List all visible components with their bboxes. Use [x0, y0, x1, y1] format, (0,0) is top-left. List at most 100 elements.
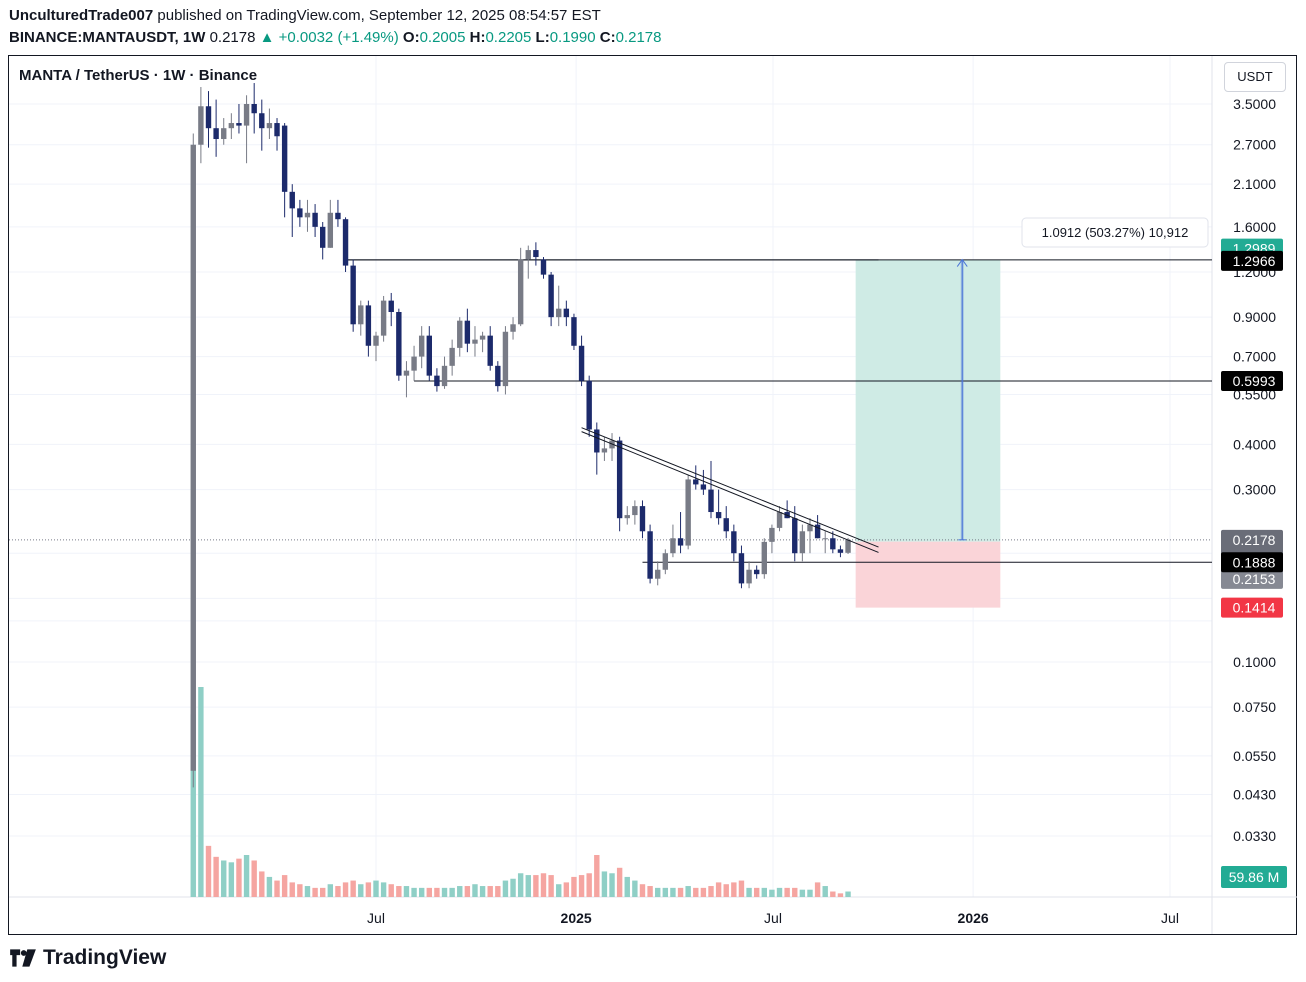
candle-body [441, 365, 448, 387]
volume-bar [578, 875, 585, 897]
price-label-level: 0.5993 [1221, 370, 1283, 391]
candle-body [388, 300, 394, 313]
volume-bar [746, 887, 752, 897]
volume-bar [380, 882, 387, 897]
volume-bar [586, 873, 592, 897]
volume-bar [731, 882, 737, 897]
volume-label-bg [1221, 866, 1287, 888]
volume-bar [441, 887, 448, 897]
candle-body [563, 308, 570, 318]
grid-lines [9, 56, 1297, 934]
price-label-bg [1221, 568, 1283, 589]
chart-frame [8, 55, 1297, 935]
low-key: L: [535, 29, 550, 46]
author-name[interactable]: UnculturedTrade007 [9, 7, 154, 24]
candle-body [228, 123, 235, 129]
candle-body [533, 250, 539, 258]
price-tick-label: 0.4000 [1233, 436, 1276, 452]
price-label-stop: 0.1414 [1221, 597, 1283, 618]
volume-bar [715, 882, 722, 897]
volume-label-text: 59.86 M [1229, 869, 1280, 885]
volume-bar [464, 886, 471, 897]
candle-body [274, 123, 280, 137]
volume-bar [594, 855, 600, 897]
symbol-label: BINANCE:MANTAUSDT, 1W [9, 29, 206, 46]
volume-bar [449, 887, 455, 897]
publish-line: UnculturedTrade007 published on TradingV… [9, 7, 601, 24]
price-label-bg [1221, 552, 1283, 573]
volume-bar [243, 855, 250, 897]
volume-bar [647, 886, 653, 897]
price-label-bg [1221, 370, 1283, 391]
volume-bar [487, 886, 493, 897]
candle-body [814, 524, 821, 539]
candle-body [205, 106, 212, 129]
trendlines [581, 427, 879, 553]
candle-body [677, 538, 684, 546]
candle-body [243, 104, 250, 126]
time-tick-label: 2025 [561, 910, 592, 926]
volume-bar [388, 884, 394, 897]
candle-body [525, 250, 531, 260]
volume-bar [472, 884, 478, 897]
candle-body [380, 300, 387, 336]
high-value: 0.2205 [485, 29, 532, 46]
candle-body [457, 320, 463, 348]
volume-bar [616, 867, 623, 897]
horizontal-levels [9, 259, 1212, 563]
volume-bar [632, 880, 638, 897]
volume-bar [677, 887, 684, 897]
price-label-text: 0.1888 [1233, 554, 1276, 570]
open-key: O: [402, 29, 420, 46]
price-tick-label: 0.0550 [1233, 748, 1276, 764]
tradingview-icon [10, 949, 36, 967]
volume-bar [723, 884, 729, 897]
high-key: H: [469, 29, 486, 46]
volume-bar [327, 884, 334, 897]
close-key: C: [599, 29, 616, 46]
price-label-entry: 0.2153 [1221, 568, 1283, 589]
volume-bar [228, 862, 235, 897]
candle-body [662, 553, 669, 570]
candle-body [373, 335, 379, 346]
candle-body [259, 113, 265, 129]
currency-button[interactable]: USDT [1224, 62, 1286, 92]
volume-bar [822, 886, 828, 897]
price-label-text: 1.2966 [1233, 253, 1276, 269]
candle-body [396, 312, 402, 376]
candle-body [266, 123, 273, 129]
volume-bar [670, 887, 676, 897]
candle-body [708, 489, 714, 513]
price-tick-label: 3.5000 [1233, 96, 1276, 112]
low-value: 0.1990 [549, 29, 596, 46]
ohlc-line: BINANCE:MANTAUSDT, 1W 0.2178 ▲ +0.0032 (… [9, 29, 661, 46]
candle-body [335, 212, 341, 220]
price-label-bg [1221, 597, 1283, 618]
chart-title: MANTA / TetherUS · 1W · Binance [19, 67, 258, 84]
price-chart[interactable]: 1.0912 (503.27%) 10,912 3.5000 2.7000 2.10… [9, 56, 1297, 934]
candle-body [753, 569, 760, 575]
candle-body [479, 335, 486, 340]
volume-bar [662, 887, 669, 897]
price-tick-label: 0.0430 [1233, 786, 1276, 802]
candle-body [487, 335, 493, 366]
volume-label: 59.86 M [1221, 866, 1287, 888]
candle-body [213, 128, 219, 140]
volume-bar [830, 891, 836, 897]
candle-body [822, 538, 828, 540]
tradingview-logo[interactable]: TradingView [9, 946, 166, 970]
volume-bar [190, 714, 196, 897]
measure-arrowhead [956, 258, 968, 267]
candle-body [594, 429, 600, 453]
candle-body [464, 320, 471, 344]
candle-body [670, 538, 676, 554]
volume-bar [799, 889, 806, 897]
price-tick-label: 0.0330 [1233, 828, 1276, 844]
candle-body [297, 208, 303, 218]
volume-bar [609, 873, 615, 897]
price-tick-label: 0.3000 [1233, 482, 1276, 498]
volume-bar [753, 887, 760, 897]
price-label-text: 0.2178 [1233, 532, 1276, 548]
candle-body [723, 518, 729, 532]
price-tick-label: 0.9000 [1233, 309, 1276, 325]
